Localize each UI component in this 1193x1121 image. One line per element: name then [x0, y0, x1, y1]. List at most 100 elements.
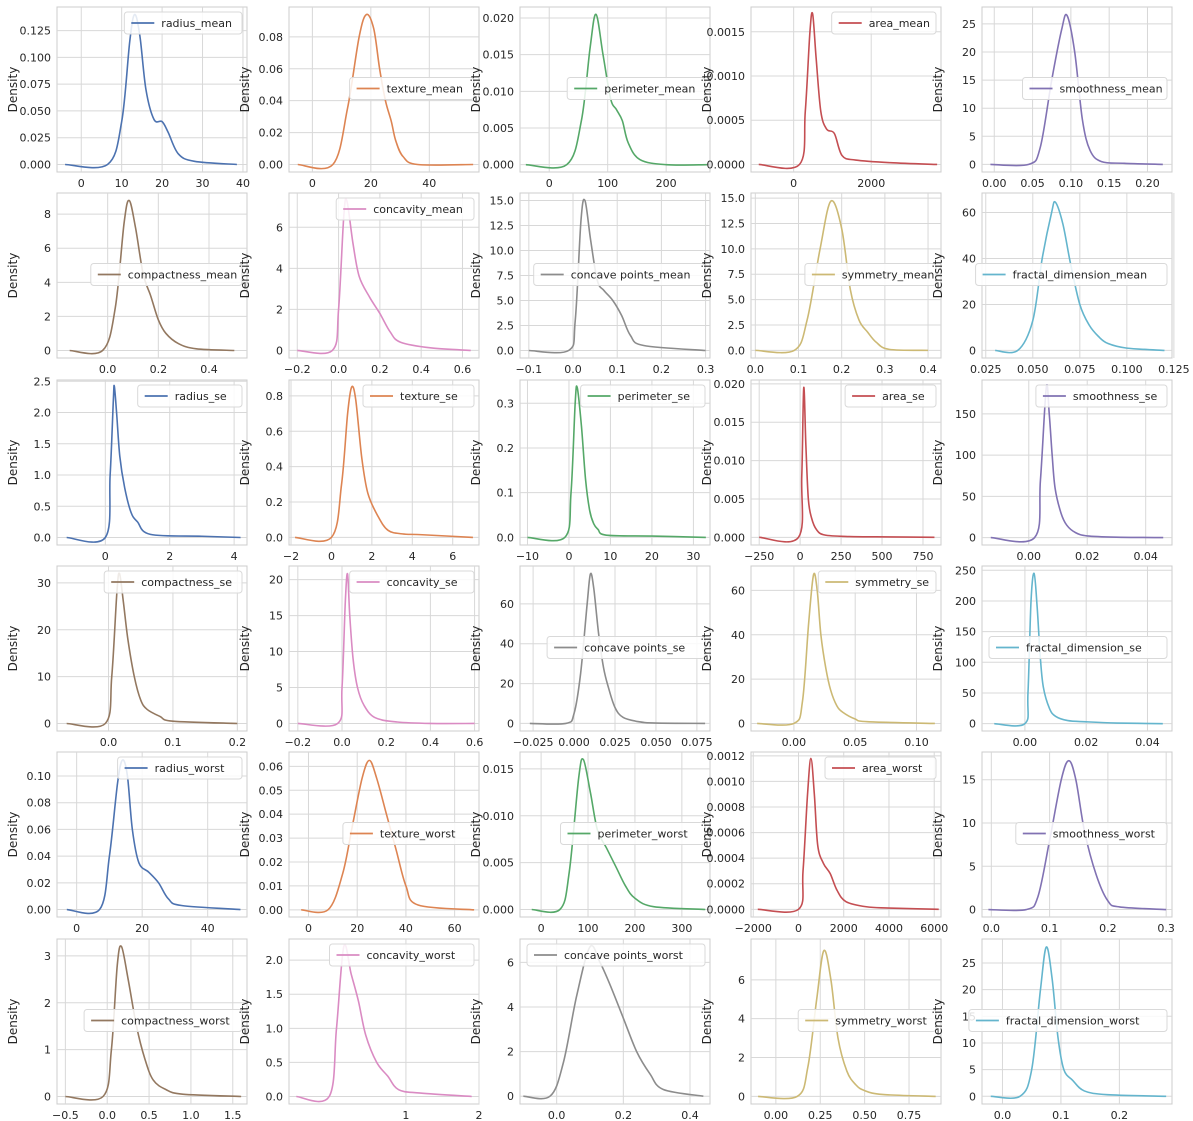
x-tick-label: 0.0 [548, 1109, 566, 1121]
x-tick-label: 0.000 [558, 736, 590, 749]
x-tick-label: −0.2 [284, 736, 311, 749]
legend-label: area_worst [862, 762, 923, 775]
y-tick-label: 25 [962, 18, 976, 31]
y-tick-label: 2.0 [266, 954, 284, 967]
density-line [301, 759, 475, 914]
y-axis-label: Density [6, 999, 20, 1045]
y-tick-label: 0.005 [483, 857, 515, 870]
y-tick-label: 0.0000 [707, 903, 746, 916]
legend-label: concavity_se [387, 576, 458, 589]
legend-label: area_mean [869, 17, 930, 30]
y-tick-label: 2 [507, 1046, 514, 1059]
y-tick-label: 2.5 [497, 320, 515, 333]
x-tick-label: 40 [399, 922, 413, 935]
x-tick-label: 0.02 [1075, 550, 1100, 563]
density-line [294, 385, 473, 543]
density-subplot: 0.0 0.5 1.0 1.5 2.0 1 2 Density concavity_worst [238, 938, 483, 1121]
y-tick-label: 0.000 [483, 904, 515, 917]
x-tick-label: 750 [912, 550, 933, 563]
x-tick-label: 0.2 [833, 363, 851, 376]
x-tick-label: 0.0 [100, 736, 118, 749]
density-subplot: 0.0000 0.0005 0.0010 0.0015 0 2000 Density area… [700, 6, 942, 190]
x-tick-label: 4 [231, 550, 238, 563]
density-subplot: 0 20 40 60 −0.025 0.000 0.025 0.050 0.075 Density… [469, 565, 713, 749]
x-tick-label: 0.075 [1064, 363, 1096, 376]
y-tick-label: 0.5 [34, 500, 52, 513]
y-tick-label: 0.015 [483, 49, 515, 62]
x-tick-label: 0.050 [640, 736, 672, 749]
y-tick-label: 0.03 [259, 832, 284, 845]
legend-box [117, 756, 243, 780]
y-tick-label: 15 [962, 74, 976, 87]
x-tick-label: 0.10 [904, 736, 929, 749]
y-tick-label: 0 [507, 1090, 514, 1103]
y-axis-label: Density [238, 812, 252, 858]
legend-box [968, 1009, 1168, 1032]
y-tick-label: 2.5 [34, 375, 52, 388]
legend: compactness_worst [83, 1009, 243, 1032]
x-tick-label: 0 [102, 550, 109, 563]
y-tick-label: 5 [969, 130, 976, 143]
legend-label: symmetry_worst [835, 1015, 927, 1028]
legend-label: compactness_mean [128, 269, 238, 282]
legend-box [1015, 822, 1168, 845]
y-tick-label: 4 [507, 1001, 514, 1014]
density-subplot: 0 2 4 6 0.0 0.2 0.4 Density concave points_worst [469, 938, 711, 1121]
y-tick-label: 50 [962, 687, 976, 700]
legend-box [335, 197, 475, 221]
y-tick-label: 2 [276, 303, 283, 316]
legend-box [797, 1009, 937, 1032]
x-tick-label: 0.02 [1074, 736, 1099, 749]
x-tick-label: −0.025 [513, 736, 554, 749]
legend: compactness_mean [90, 263, 243, 286]
x-tick-label: 0.2 [615, 1109, 633, 1121]
x-tick-label: 0.10 [1059, 177, 1084, 190]
y-tick-label: 6 [507, 956, 514, 969]
y-tick-label: 0.010 [714, 455, 746, 468]
density-subplot: 0.0000 0.0002 0.0004 0.0006 0.0008 0.0010 0.00… [700, 750, 948, 935]
y-tick-label: 0 [44, 1091, 51, 1104]
density-subplot: 0 20 40 60 0.025 0.050 0.075 0.100 0.125 Density f… [931, 192, 1190, 376]
legend-label: texture_worst [380, 828, 456, 841]
density-line [66, 384, 241, 543]
y-tick-label: 0 [969, 344, 976, 357]
density-line [994, 572, 1163, 727]
density-subplot: 0 2 4 6 −0.2 0.0 0.2 0.4 0.6 Density concavity_mea… [238, 192, 480, 376]
legend-label: symmetry_mean [842, 269, 935, 282]
x-tick-label: 0.15 [1097, 177, 1122, 190]
y-axis-label: Density [700, 999, 714, 1045]
y-axis-label: Density [931, 999, 945, 1045]
legend-box [362, 384, 475, 408]
x-tick-label: 0.75 [897, 1109, 922, 1121]
x-tick-label: 300 [671, 922, 692, 935]
x-tick-label: 0.04 [1133, 550, 1158, 563]
x-tick-label: 100 [578, 922, 599, 935]
x-tick-label: 0.0 [330, 363, 348, 376]
y-tick-label: 0.100 [20, 51, 52, 64]
y-axis-label: Density [238, 67, 252, 113]
x-tick-label: 2 [166, 550, 173, 563]
y-tick-label: 0.0005 [707, 114, 746, 127]
x-tick-label: 1 [402, 1109, 409, 1121]
y-tick-label: 200 [955, 595, 976, 608]
y-tick-label: 0.1 [497, 487, 515, 500]
legend: texture_se [362, 384, 475, 408]
y-tick-label: 8 [44, 208, 51, 221]
x-tick-label: 6000 [920, 922, 948, 935]
legend-label: concave points_mean [571, 269, 691, 282]
y-axis-label: Density [469, 626, 483, 672]
y-tick-label: 0.0 [728, 344, 746, 357]
legend-label: smoothness_se [1073, 390, 1158, 403]
x-tick-label: 0.4 [919, 363, 937, 376]
x-tick-label: 0.050 [1017, 363, 1049, 376]
legend-label: radius_mean [161, 17, 232, 30]
y-tick-label: 250 [955, 564, 976, 577]
x-tick-label: 0.20 [1135, 177, 1160, 190]
x-tick-label: 0.05 [1020, 177, 1045, 190]
x-tick-label: 0.4 [422, 736, 440, 749]
legend-box [329, 943, 475, 967]
y-tick-label: 0.04 [259, 808, 284, 821]
density-line [990, 13, 1163, 167]
x-tick-label: 1.0 [182, 1109, 200, 1121]
density-subplot: 0 1 2 3 −0.5 0.0 0.5 1.0 1.5 Density compactness_w… [6, 938, 248, 1121]
